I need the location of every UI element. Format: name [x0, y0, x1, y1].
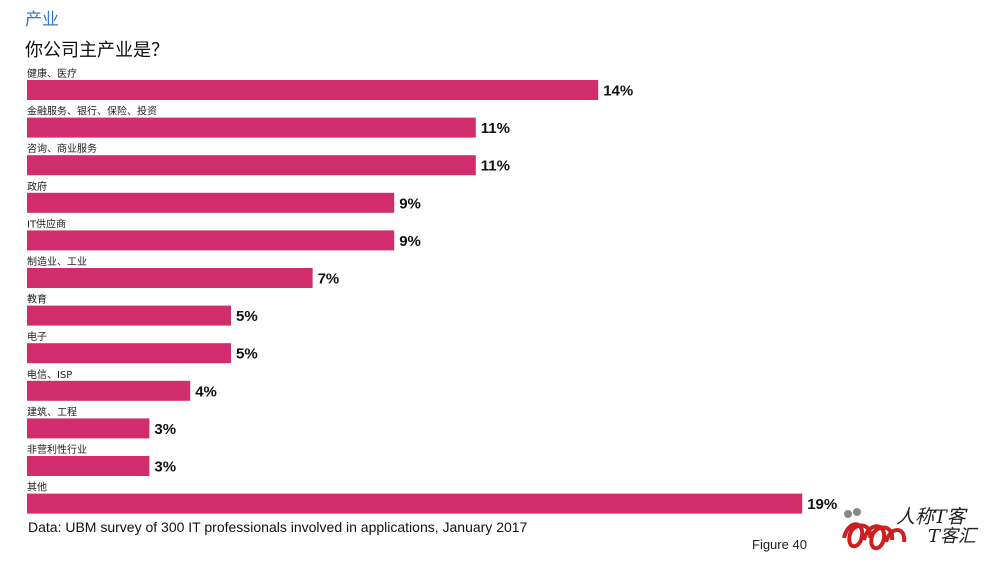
bar	[27, 155, 476, 176]
category-label: 电信、ISP	[27, 368, 72, 381]
value-label: 5%	[236, 308, 258, 325]
category-label: 政府	[27, 180, 47, 193]
value-label: 7%	[318, 271, 340, 288]
category-label: 制造业、工业	[27, 255, 87, 268]
section-title: 产业	[25, 10, 59, 30]
bar	[27, 305, 231, 326]
category-label: 教育	[27, 293, 47, 306]
bar	[27, 380, 191, 401]
value-label: 3%	[154, 421, 176, 438]
value-label: 3%	[154, 459, 176, 476]
watermark-text-line1: 人称T客	[896, 506, 966, 528]
category-label: 健康、医疗	[27, 67, 77, 80]
value-label: 11%	[481, 120, 510, 137]
value-label: 19%	[807, 496, 837, 513]
value-label: 4%	[195, 383, 217, 400]
value-label: 9%	[399, 233, 421, 250]
category-label: IT供应商	[27, 217, 66, 230]
bar	[27, 418, 150, 439]
watermark-text-line2: T客汇	[928, 526, 977, 547]
bar	[27, 268, 313, 288]
category-label: 建筑、工程	[27, 405, 77, 418]
bar	[27, 493, 803, 514]
bar	[27, 456, 150, 476]
category-label: 非营利性行业	[27, 443, 87, 456]
category-label: 电子	[27, 330, 47, 343]
category-label: 其他	[27, 481, 47, 494]
value-label: 9%	[399, 195, 421, 212]
value-label: 14%	[603, 83, 633, 100]
watermark-swirl-icon	[842, 508, 907, 551]
value-label: 5%	[236, 346, 258, 363]
data-source-note: Data: UBM survey of 300 IT professionals…	[28, 519, 528, 535]
category-label: 金融服务、银行、保险、投资	[27, 105, 157, 118]
bar	[27, 230, 395, 251]
bar	[27, 117, 476, 138]
value-label: 11%	[481, 158, 510, 175]
chart-question-title: 你公司主产业是？	[25, 40, 169, 61]
category-label: 咨询、商业服务	[27, 142, 97, 155]
bar	[27, 343, 231, 364]
bar	[27, 192, 395, 213]
figure-label: Figure 40	[752, 537, 807, 552]
watermark-logo: 人称T客 T客汇	[838, 498, 998, 560]
bar	[27, 80, 599, 100]
